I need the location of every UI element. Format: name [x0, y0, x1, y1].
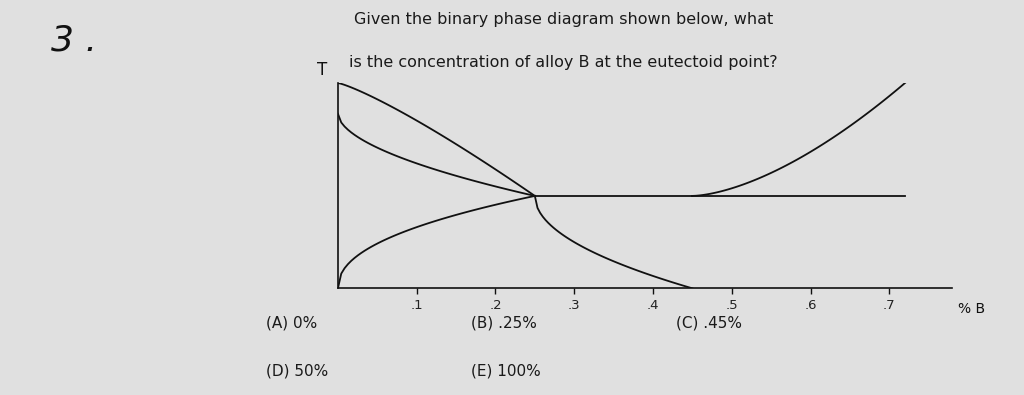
Text: 3 .: 3 . [51, 24, 97, 58]
Text: % B: % B [958, 302, 985, 316]
Text: is the concentration of alloy B at the eutectoid point?: is the concentration of alloy B at the e… [349, 55, 777, 70]
Text: (B) .25%: (B) .25% [471, 316, 537, 331]
Text: (A) 0%: (A) 0% [266, 316, 317, 331]
Text: (C) .45%: (C) .45% [676, 316, 741, 331]
Text: T: T [317, 61, 328, 79]
Text: Given the binary phase diagram shown below, what: Given the binary phase diagram shown bel… [353, 12, 773, 27]
Text: (D) 50%: (D) 50% [266, 363, 329, 378]
Text: (E) 100%: (E) 100% [471, 363, 541, 378]
